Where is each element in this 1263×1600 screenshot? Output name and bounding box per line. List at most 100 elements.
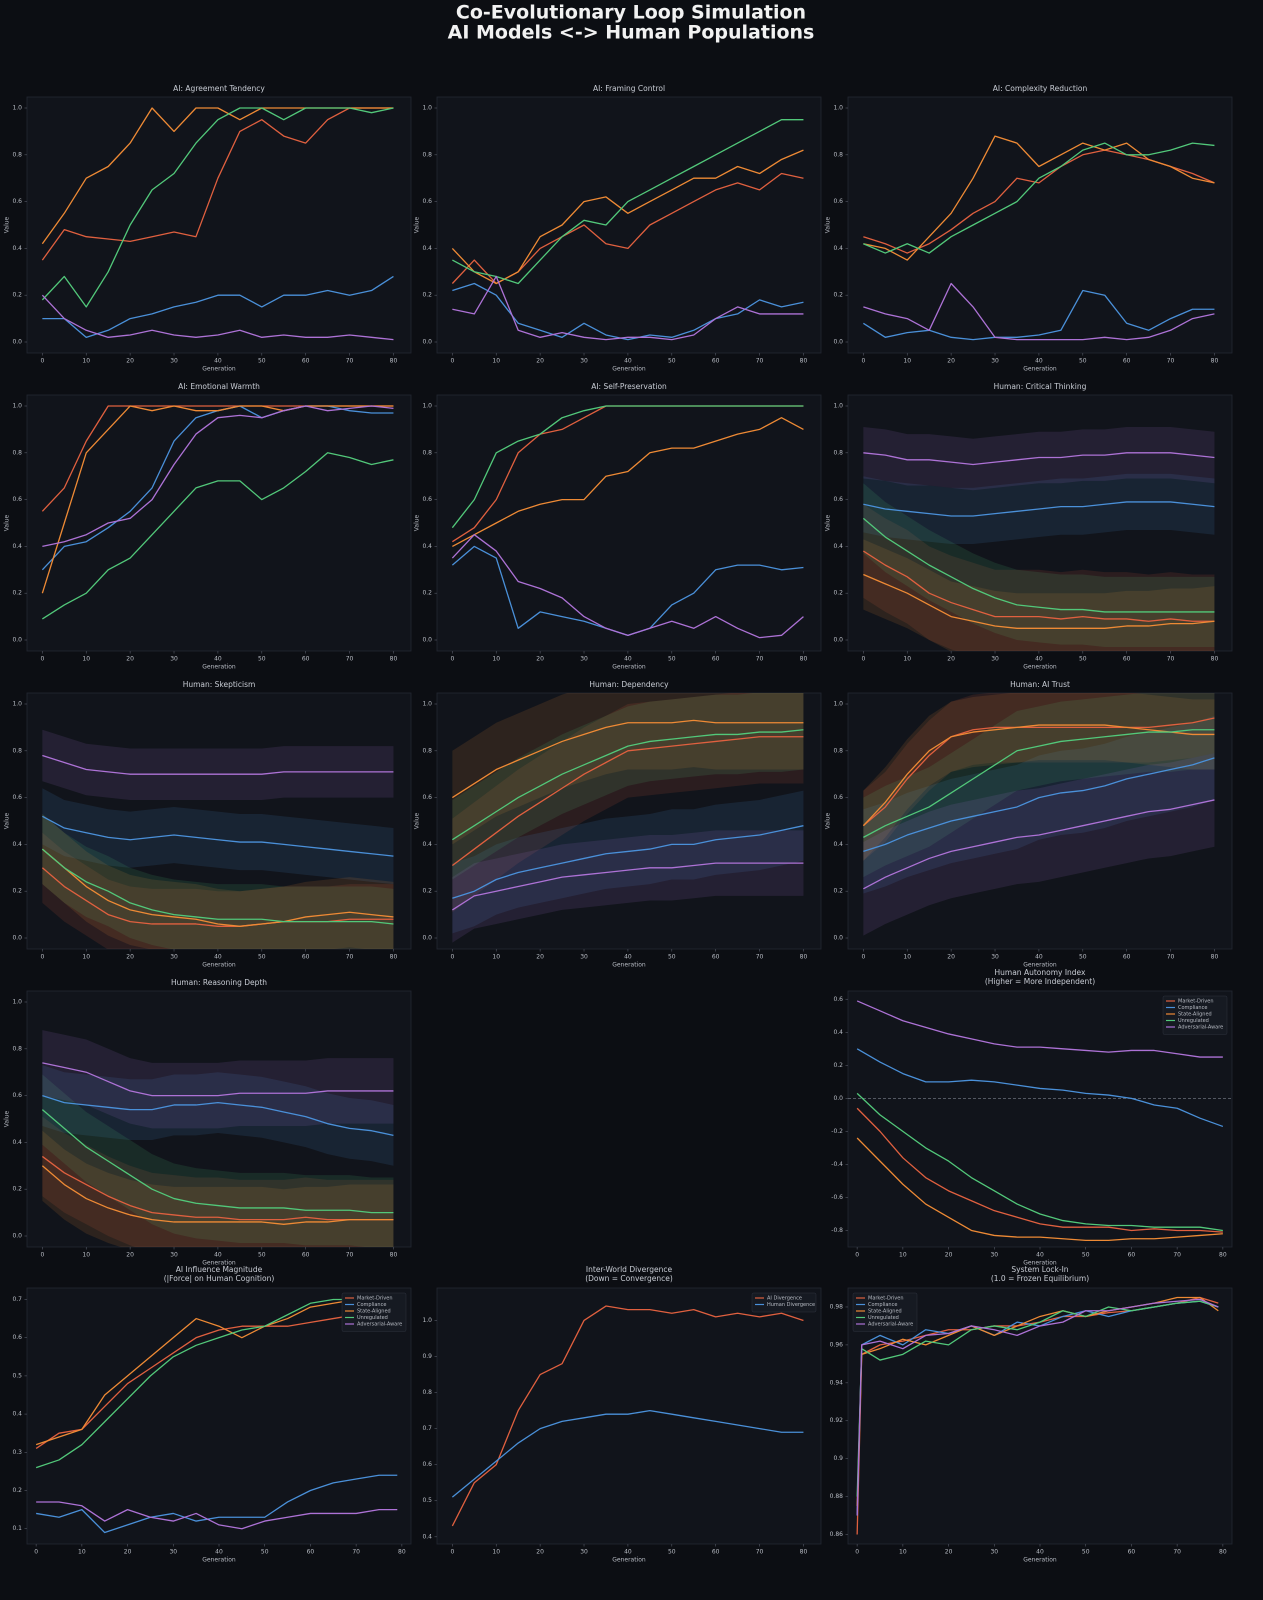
legend-label: Adversarial-Aware <box>357 1322 402 1328</box>
y-tick-label: 0.8 <box>422 449 432 456</box>
x-tick-label: 30 <box>991 954 999 961</box>
spread-band <box>42 1030 394 1129</box>
legend-label: Market-Driven <box>1178 999 1214 1005</box>
series-line <box>35 1298 398 1469</box>
y-tick-label: 1.0 <box>833 104 843 111</box>
y-axis-label: Value <box>414 514 421 531</box>
legend-label: Adversarial-Aware <box>1178 1025 1223 1031</box>
legend-box <box>1162 995 1228 1035</box>
x-tick-label: 20 <box>126 1252 134 1259</box>
x-tick-label: 40 <box>1035 358 1043 365</box>
y-tick-label: 0.0 <box>12 1233 22 1240</box>
y-tick-label: 1.0 <box>12 998 22 1005</box>
y-tick-label: 0.2 <box>833 292 843 299</box>
y-tick-label: 0.1 <box>12 1525 22 1532</box>
x-tick-label: 10 <box>492 358 500 365</box>
x-tick-label: 10 <box>492 954 500 961</box>
y-tick-label: 1.0 <box>422 1317 432 1324</box>
spread-band <box>863 483 1215 648</box>
plot-layer <box>451 1305 804 1527</box>
y-tick-label: 0.0 <box>833 935 843 942</box>
x-tick-label: 30 <box>990 1549 998 1556</box>
plot-area <box>436 394 822 652</box>
y-axis-label: Value <box>414 812 421 829</box>
x-tick-label: 50 <box>668 656 676 663</box>
series-line <box>42 1094 394 1137</box>
legend-label: Compliance <box>868 1302 897 1308</box>
series-line <box>41 1165 394 1225</box>
spread-band <box>863 539 1215 651</box>
y-tick-label: 1.0 <box>422 402 432 409</box>
series-line <box>451 149 804 285</box>
panel-title: AI Influence Magnitude <box>176 1265 263 1274</box>
plot-layer <box>451 405 804 639</box>
x-tick-label: 40 <box>215 1549 223 1556</box>
series-line <box>862 517 1215 613</box>
y-tick-label: 0.2 <box>833 590 843 597</box>
plot-layer <box>35 1298 398 1534</box>
x-tick-label: 80 <box>390 656 398 663</box>
spread-band <box>452 790 804 934</box>
legend-label: Unregulated <box>868 1315 899 1321</box>
panel-title: System Lock-In <box>1011 1265 1068 1274</box>
x-tick-label: 80 <box>390 1252 398 1259</box>
y-tick-label: 1.0 <box>422 104 432 111</box>
y-tick-label: 0.98 <box>830 1303 844 1310</box>
panel-title: Human: Critical Thinking <box>994 382 1087 391</box>
x-tick-label: 60 <box>1128 1252 1136 1259</box>
panel-title: AI: Agreement Tendency <box>173 84 265 93</box>
spread-band <box>452 693 804 913</box>
y-tick-label: 1.0 <box>12 700 22 707</box>
series-line <box>452 417 804 547</box>
y-axis-label: Value <box>825 812 832 829</box>
x-tick-label: 80 <box>1211 954 1219 961</box>
x-tick-label: 60 <box>712 358 720 365</box>
series-line <box>35 1298 398 1446</box>
x-tick-label: 30 <box>990 1252 998 1259</box>
series-line <box>35 1310 398 1450</box>
plot-layer <box>451 119 804 341</box>
x-tick-label: 70 <box>352 1549 360 1556</box>
y-tick-label: 0.0 <box>833 637 843 644</box>
plot-layer <box>862 693 1215 936</box>
legend-label: Market-Driven <box>868 1296 904 1302</box>
panel-subtitle: (Down = Convergence) <box>585 1274 673 1283</box>
plot-area <box>436 96 822 354</box>
y-tick-label: 0.4 <box>833 245 843 252</box>
x-tick-label: 10 <box>82 1252 90 1259</box>
series-line <box>41 1109 394 1214</box>
plot-area <box>847 96 1233 354</box>
spread-band <box>863 504 1215 651</box>
series-line <box>863 289 1215 341</box>
y-tick-label: 0.4 <box>12 1411 22 1418</box>
x-tick-label: 20 <box>945 1549 953 1556</box>
spread-band <box>863 715 1215 894</box>
y-tick-label: 1.0 <box>12 104 22 111</box>
x-tick-label: 60 <box>1128 1549 1136 1556</box>
y-tick-label: 0.6 <box>12 198 22 205</box>
y-tick-label: 0.6 <box>833 198 843 205</box>
y-tick-label: 0.6 <box>12 1334 22 1341</box>
y-tick-label: 0.9 <box>422 1353 432 1360</box>
y-tick-label: 0.2 <box>12 1487 22 1494</box>
x-axis-label: Generation <box>202 664 236 671</box>
y-tick-label: 0.8 <box>833 151 843 158</box>
series-line <box>42 452 394 620</box>
x-tick-label: 70 <box>346 358 354 365</box>
x-axis-label: Generation <box>612 366 646 373</box>
y-tick-label: 0.6 <box>422 794 432 801</box>
legend-label: Adversarial-Aware <box>868 1322 913 1328</box>
x-tick-label: 10 <box>492 656 500 663</box>
x-tick-label: 40 <box>214 358 222 365</box>
x-axis-label: Generation <box>1023 962 1057 969</box>
plot-area <box>847 692 1233 950</box>
x-tick-label: 80 <box>1219 1549 1227 1556</box>
series-line <box>451 405 804 529</box>
x-tick-label: 60 <box>712 954 720 961</box>
spread-band <box>863 753 1215 936</box>
y-tick-label: 0.4 <box>12 543 22 550</box>
x-tick-label: 60 <box>712 1549 720 1556</box>
y-tick-label: 0.3 <box>12 1449 22 1456</box>
y-tick-label: 0.8 <box>12 1045 22 1052</box>
y-tick-label: 0.2 <box>833 1062 843 1069</box>
